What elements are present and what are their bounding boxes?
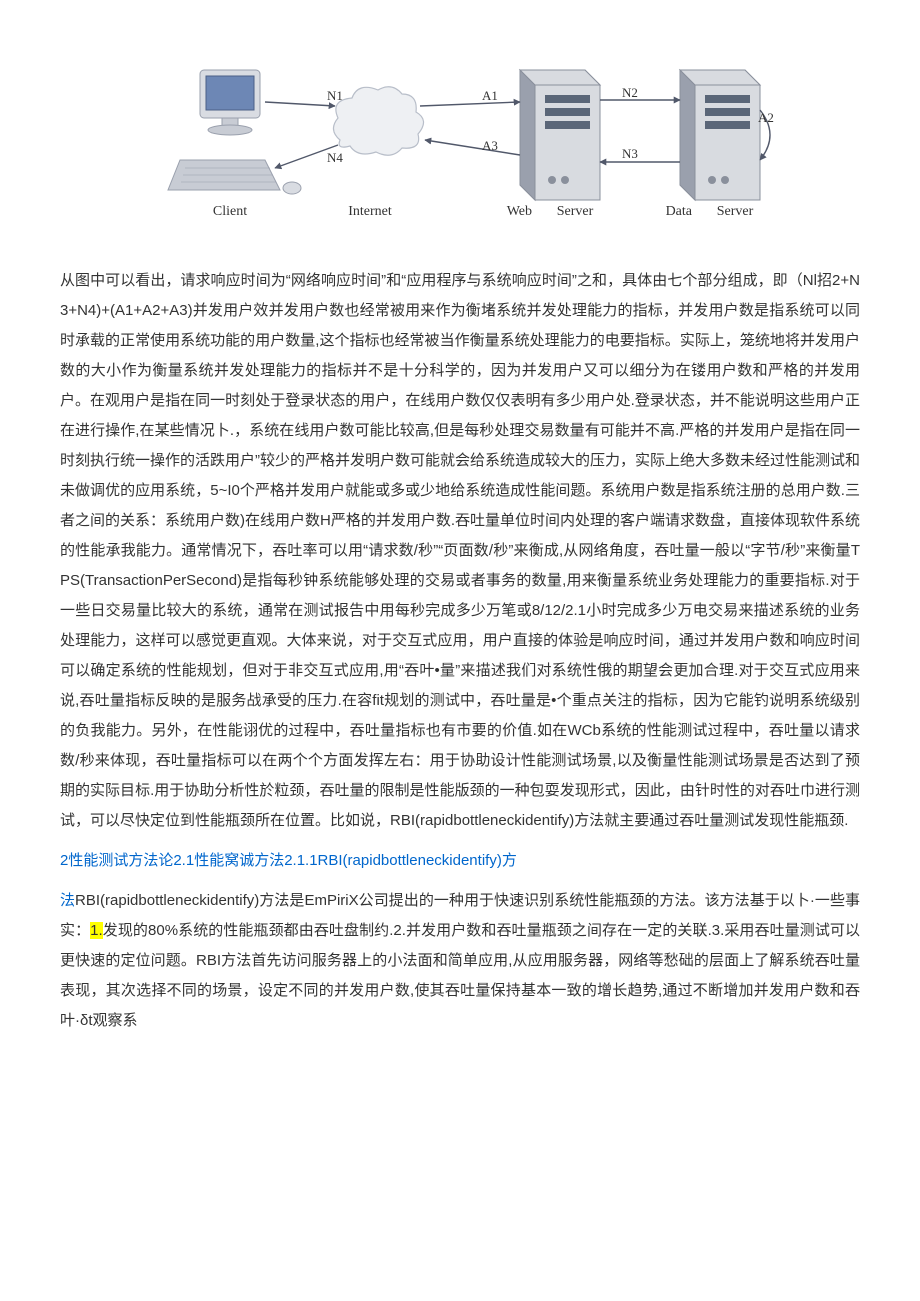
edge-a3: A3	[482, 138, 498, 153]
section-heading-link[interactable]: 2性能测试方法论2.1性能窝诚方法2.1.1RBI(rapidbottlenec…	[60, 846, 860, 876]
paragraph-1: 从图中可以看出，请求响应时间为“网络响应时间”和“应用程序与系统响应时间”之和，…	[60, 266, 860, 836]
paragraph-2: 法RBI(rapidbottleneckidentify)方法是EmPiriX公…	[60, 886, 860, 1036]
label-dataserver: Server	[717, 204, 754, 219]
edge-n3: N3	[622, 146, 638, 161]
edge-a1: A1	[482, 88, 498, 103]
label-data: Data	[666, 204, 693, 219]
label-webserver: Server	[557, 204, 594, 219]
edge-n2: N2	[622, 85, 638, 100]
para2-highlight: 1.	[90, 922, 103, 939]
data-server-node	[680, 70, 760, 200]
label-web: Web	[507, 204, 532, 219]
internet-node	[333, 87, 423, 155]
para2-after: 发现的80%系统的性能瓶颈都由吞吐盘制约.2.并发用户数和吞吐量瓶颈之间存在一定…	[60, 922, 860, 1029]
label-client: Client	[213, 204, 247, 219]
web-server-node	[520, 70, 600, 200]
edge-n1: N1	[327, 88, 343, 103]
para2-lead-link[interactable]: 法	[60, 892, 75, 909]
network-diagram: N1 A1 N2 A2 N3 A3 N4 Client Internet Web…	[60, 40, 860, 246]
client-node	[168, 70, 301, 194]
diagram-svg: N1 A1 N2 A2 N3 A3 N4 Client Internet Web…	[140, 40, 780, 235]
edge-n4: N4	[327, 150, 343, 165]
edge-a2: A2	[758, 110, 774, 125]
label-internet: Internet	[348, 204, 392, 219]
